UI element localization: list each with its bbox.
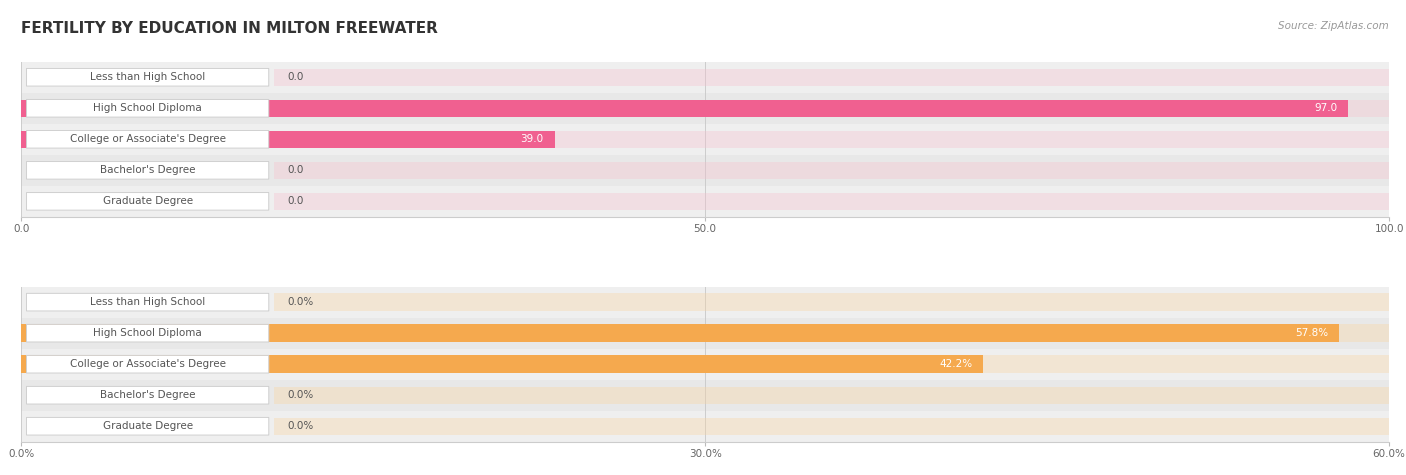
Text: Graduate Degree: Graduate Degree [103,421,193,431]
Text: 42.2%: 42.2% [939,359,973,369]
Text: Bachelor's Degree: Bachelor's Degree [100,390,195,400]
Bar [274,355,1389,373]
Bar [21,380,1389,411]
Text: 57.8%: 57.8% [1295,328,1329,338]
Bar [274,162,1389,179]
FancyBboxPatch shape [27,294,269,311]
Bar [21,355,983,373]
Text: 0.0%: 0.0% [288,421,314,431]
Bar [21,324,1339,342]
Text: Bachelor's Degree: Bachelor's Degree [100,165,195,175]
FancyBboxPatch shape [27,68,269,86]
Text: 39.0: 39.0 [520,134,544,144]
Bar [21,155,1389,186]
FancyBboxPatch shape [27,131,269,148]
Text: College or Associate's Degree: College or Associate's Degree [70,359,225,369]
Text: 0.0: 0.0 [288,196,304,206]
Text: Less than High School: Less than High School [90,297,205,307]
Bar [274,68,1389,86]
Bar [274,100,1389,117]
FancyBboxPatch shape [27,418,269,435]
Text: 0.0%: 0.0% [288,390,314,400]
Bar [21,62,1389,93]
Text: 97.0: 97.0 [1315,103,1337,113]
Text: Less than High School: Less than High School [90,72,205,82]
Bar [274,131,1389,148]
Bar [21,186,1389,217]
Text: FERTILITY BY EDUCATION IN MILTON FREEWATER: FERTILITY BY EDUCATION IN MILTON FREEWAT… [21,21,437,37]
FancyBboxPatch shape [27,355,269,373]
Bar [21,318,1389,349]
Bar [274,418,1389,435]
Bar [274,193,1389,210]
Bar [274,387,1389,404]
Text: College or Associate's Degree: College or Associate's Degree [70,134,225,144]
Bar [21,286,1389,318]
Bar [21,124,1389,155]
Text: High School Diploma: High School Diploma [93,328,202,338]
FancyBboxPatch shape [27,99,269,117]
Text: 0.0%: 0.0% [288,297,314,307]
FancyBboxPatch shape [27,324,269,342]
Bar [274,294,1389,311]
Bar [21,93,1389,124]
Text: 0.0: 0.0 [288,72,304,82]
Bar [21,131,554,148]
Text: 0.0: 0.0 [288,165,304,175]
Bar [21,349,1389,380]
Bar [21,100,1348,117]
FancyBboxPatch shape [27,192,269,210]
FancyBboxPatch shape [27,162,269,179]
Text: Source: ZipAtlas.com: Source: ZipAtlas.com [1278,21,1389,31]
Text: High School Diploma: High School Diploma [93,103,202,113]
Text: Graduate Degree: Graduate Degree [103,196,193,206]
Bar [21,411,1389,442]
Bar [274,324,1389,342]
FancyBboxPatch shape [27,387,269,404]
